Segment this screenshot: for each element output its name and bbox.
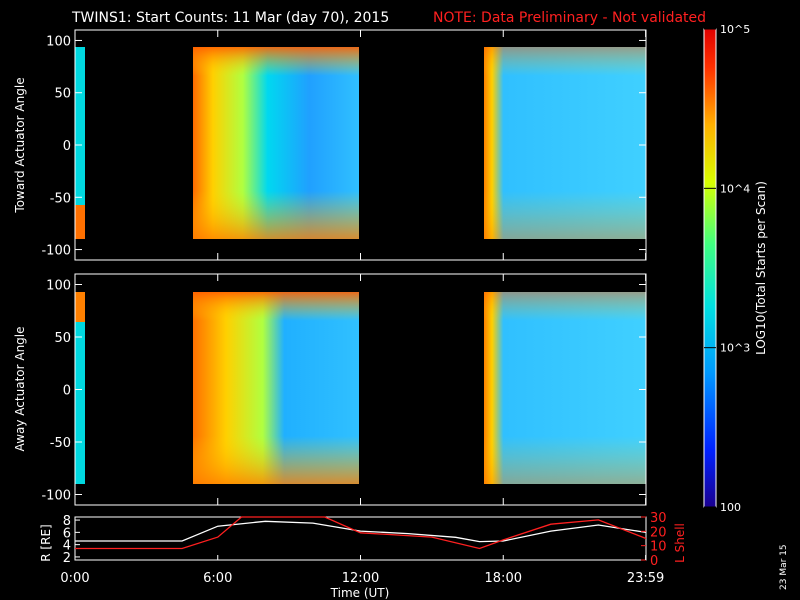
colorbar-ticks: 10^5 10^4 10^3 100 <box>704 23 750 514</box>
y-tick-label: 0 <box>63 384 71 399</box>
panel-orbit-right-label: L Shell <box>673 523 687 563</box>
x-tick-labels: 0:00 6:00 12:00 18:00 23:59 <box>60 555 664 586</box>
colorbar-tick-label: 10^4 <box>720 182 750 195</box>
r-tick-label: 4 <box>63 539 71 554</box>
panel-toward-heatmap-seg0 <box>75 47 85 239</box>
panel-toward-ylabel: Toward Actuator Angle <box>13 77 27 213</box>
panel-away-yticks: 100 50 0 -50 -100 <box>41 274 647 505</box>
l-tick-label: 10 <box>650 540 667 555</box>
l-tick-label: 30 <box>650 511 667 526</box>
colorbar-gradient <box>703 28 717 508</box>
date-stamp: 23 Mar 15 <box>779 544 789 590</box>
series-line-l-shell <box>75 516 647 550</box>
panel-orbit-left-label: R [RE] <box>39 524 53 561</box>
colorbar-tick-label: 100 <box>720 501 741 514</box>
r-tick-label: 8 <box>63 514 71 529</box>
panel-toward-heatmap-seg2-shade <box>484 47 646 239</box>
panel-away-heatmap-seg0-top <box>75 292 85 322</box>
panel-toward-heatmap-seg0-bottom <box>75 205 85 239</box>
y-tick-label: 50 <box>54 87 71 102</box>
x-tick-label: 12:00 <box>342 571 379 586</box>
y-tick-label: 100 <box>46 34 71 49</box>
panel-away-heatmap-seg2-shade <box>484 292 646 484</box>
colorbar-tick-label: 10^3 <box>720 342 750 355</box>
colorbar: 10^5 10^4 10^3 100 LOG10(Total Starts per S… <box>703 23 768 514</box>
y-tick-label: -50 <box>50 191 71 206</box>
y-tick-label: -100 <box>41 244 71 259</box>
y-tick-label: -100 <box>41 489 71 504</box>
chart-note: NOTE: Data Preliminary - Not validated <box>433 10 706 26</box>
chart-title: TWINS1: Start Counts: 11 Mar (day 70), 2… <box>71 10 389 26</box>
x-tick-label: 18:00 <box>485 571 522 586</box>
panel-away-heatmap-seg1-shade <box>193 292 359 484</box>
panel-orbit-lines <box>75 516 647 550</box>
panel-toward: Toward Actuator Angle 100 50 0 -50 -100 <box>13 29 647 261</box>
y-tick-label: 0 <box>63 139 71 154</box>
panel-away-heatmap-seg0 <box>75 292 85 484</box>
panel-toward-heatmap-seg1-shade <box>193 47 359 239</box>
colorbar-label: LOG10(Total Starts per Scan) <box>754 181 768 355</box>
series-line-r <box>75 520 647 543</box>
r-tick-label: 2 <box>63 551 71 566</box>
panel-toward-yticks: 100 50 0 -50 -100 <box>41 30 647 260</box>
panel-away-ylabel: Away Actuator Angle <box>13 326 27 451</box>
y-tick-label: 50 <box>54 331 71 346</box>
y-tick-label: -50 <box>50 436 71 451</box>
x-tick-label: 6:00 <box>203 571 232 586</box>
y-tick-label: 100 <box>46 279 71 294</box>
x-tick-label: 23:59 <box>627 571 664 586</box>
x-axis-label: Time (UT) <box>330 586 390 600</box>
r-tick-label: 6 <box>63 526 71 541</box>
colorbar-tick-label: 10^5 <box>720 23 750 36</box>
l-tick-label: 20 <box>650 525 667 540</box>
x-tick-label: 0:00 <box>60 571 89 586</box>
panel-away: Away Actuator Angle 100 50 0 -50 -100 <box>13 273 647 506</box>
l-tick-label: 0 <box>650 554 658 569</box>
